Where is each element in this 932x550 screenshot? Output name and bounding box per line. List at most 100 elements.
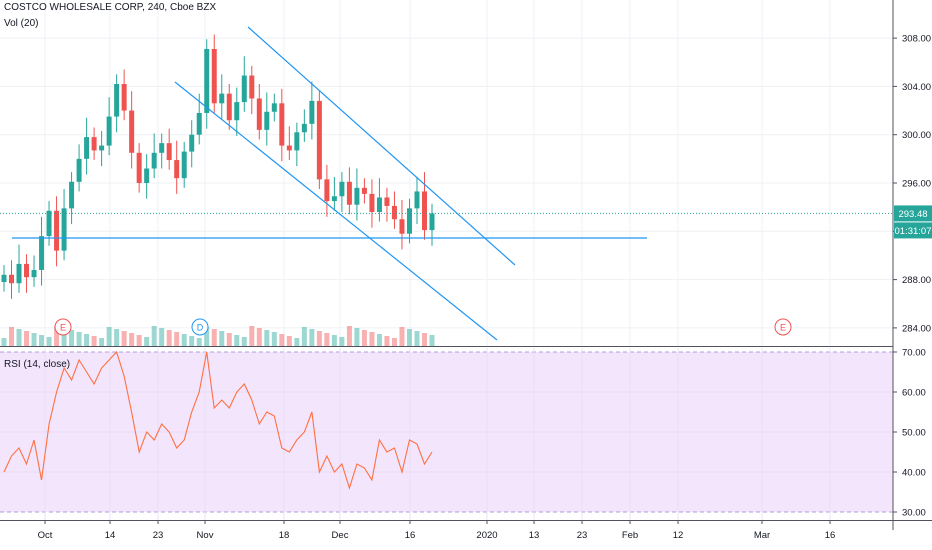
candle-body bbox=[204, 48, 210, 113]
candle-body bbox=[91, 137, 97, 151]
candle-body bbox=[226, 93, 232, 121]
current-price-badge bbox=[894, 205, 932, 222]
volume-bar bbox=[129, 333, 135, 346]
volume-bar bbox=[316, 331, 322, 346]
event-letter: D bbox=[197, 323, 204, 333]
time-tick-label: 23 bbox=[153, 530, 164, 541]
time-tick-label: Oct bbox=[38, 530, 53, 541]
rsi-indicator-label[interactable]: RSI (14, close) bbox=[4, 359, 71, 370]
candle-body bbox=[241, 75, 247, 103]
candle-body bbox=[211, 48, 217, 104]
time-tick-label: 14 bbox=[105, 530, 116, 541]
volume-bar bbox=[196, 338, 202, 346]
candle-body bbox=[151, 152, 157, 169]
volume-bar bbox=[414, 331, 420, 346]
candle-body bbox=[1, 274, 7, 283]
volume-bar bbox=[384, 336, 390, 346]
volume-bar bbox=[331, 335, 337, 346]
volume-bar bbox=[271, 332, 277, 346]
candle-body bbox=[324, 179, 330, 202]
candle-body bbox=[279, 103, 285, 146]
candle-body bbox=[84, 137, 90, 159]
volume-bar bbox=[39, 335, 45, 346]
price-tick-label: 288.00 bbox=[902, 275, 931, 286]
current-price-text: 293.48 bbox=[898, 209, 927, 220]
candle-body bbox=[54, 210, 60, 251]
volume-bar bbox=[219, 331, 225, 346]
trendlines[interactable] bbox=[0, 26, 893, 341]
time-tick-label: 16 bbox=[405, 530, 416, 541]
candle-body bbox=[301, 123, 307, 133]
candle-body bbox=[271, 103, 277, 112]
volume-bar bbox=[114, 329, 120, 346]
candle-body bbox=[129, 110, 135, 153]
dividend-marker bbox=[191, 318, 209, 336]
volume-bar bbox=[166, 330, 172, 346]
symbol-title: COSTCO WHOLESALE CORP, 240, Cboe BZX bbox=[4, 2, 217, 13]
time-tick-label: Mar bbox=[754, 530, 770, 541]
volume-bar bbox=[241, 337, 247, 346]
earnings-marker bbox=[774, 318, 792, 336]
candle-body bbox=[429, 213, 435, 231]
price-tick-label: 300.00 bbox=[902, 130, 931, 141]
time-tick-label: 18 bbox=[279, 530, 290, 541]
rsi-tick-label: 30.00 bbox=[902, 508, 926, 519]
price-tick-label: 304.00 bbox=[902, 82, 931, 93]
candle-body bbox=[399, 219, 405, 234]
trendline-upper bbox=[247, 26, 516, 266]
candle-body bbox=[339, 181, 345, 197]
volume-indicator-label[interactable]: Vol (20) bbox=[4, 18, 39, 29]
candle-body bbox=[121, 83, 127, 111]
volume-bar bbox=[391, 338, 397, 346]
trendline-lower bbox=[174, 81, 498, 341]
candle-body bbox=[286, 145, 292, 151]
price-tick-label: 308.00 bbox=[902, 34, 931, 45]
volume-bar bbox=[99, 338, 105, 346]
volume-bar bbox=[346, 326, 352, 346]
volume-bar bbox=[174, 332, 180, 346]
candle-body bbox=[31, 269, 37, 278]
volume-bar bbox=[211, 329, 217, 346]
time-tick-label: 12 bbox=[673, 530, 684, 541]
volume-bar bbox=[421, 333, 427, 346]
candle-body bbox=[391, 205, 397, 220]
time-tick-label: 2020 bbox=[476, 530, 497, 541]
time-tick-label: Nov bbox=[197, 530, 214, 541]
candle-body bbox=[46, 210, 52, 237]
volume-bar bbox=[1, 338, 7, 346]
volume-bar bbox=[376, 334, 382, 346]
candle-body bbox=[181, 151, 187, 179]
candle-body bbox=[234, 102, 240, 121]
candle-body bbox=[106, 116, 112, 146]
volume-bar bbox=[61, 328, 67, 346]
volume-bar bbox=[279, 334, 285, 346]
volume-bar bbox=[294, 338, 300, 346]
volume-bar bbox=[144, 337, 150, 346]
volume-bar bbox=[24, 331, 30, 346]
volume-bar bbox=[91, 336, 97, 346]
candle-body bbox=[376, 197, 382, 212]
volume-bar bbox=[189, 336, 195, 346]
volume-bar bbox=[406, 329, 412, 346]
countdown-badge bbox=[894, 222, 932, 239]
volume-bar bbox=[31, 333, 37, 346]
candle-body bbox=[9, 274, 15, 284]
candle-body bbox=[256, 98, 262, 130]
volume-bar bbox=[46, 337, 52, 346]
candle-body bbox=[61, 208, 67, 251]
volume-bar bbox=[354, 328, 360, 346]
volume-bar bbox=[181, 334, 187, 346]
time-tick-label: Dec bbox=[332, 530, 349, 541]
volume-bar bbox=[226, 333, 232, 346]
price-tick-label: 296.00 bbox=[902, 179, 931, 190]
time-tick-label: 23 bbox=[577, 530, 588, 541]
earnings-marker bbox=[54, 318, 72, 336]
candle-body bbox=[294, 132, 300, 151]
volume-bar bbox=[234, 335, 240, 346]
candle-body bbox=[69, 181, 75, 209]
candle-body bbox=[406, 208, 412, 234]
candles bbox=[1, 34, 435, 299]
